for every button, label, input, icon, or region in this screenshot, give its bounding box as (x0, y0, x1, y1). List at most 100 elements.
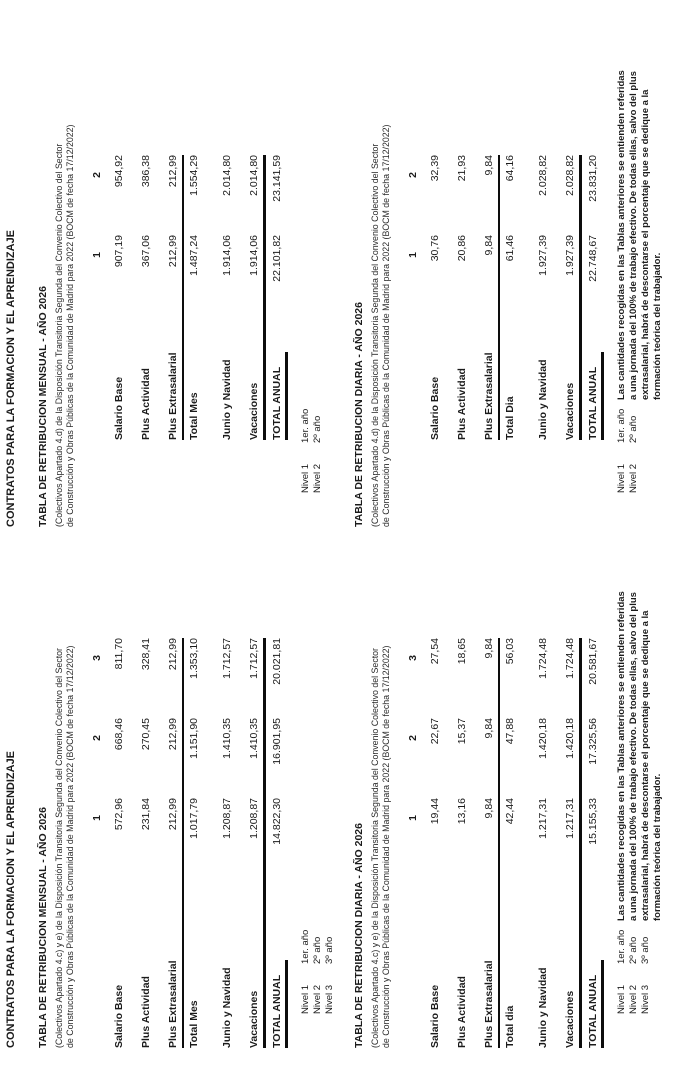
column-header: 1 (407, 252, 419, 258)
row-label: Vacaciones (248, 382, 260, 440)
column-header: 2 (91, 172, 103, 178)
level-note-year: 2º año (312, 936, 323, 964)
table-title: TABLA DE RETRIBUCION MENSUAL - AÑO 2026 (37, 286, 49, 527)
row-value: 20.581,67 (587, 638, 599, 685)
row-label: Total Mes (188, 1000, 200, 1048)
column-header: 2 (91, 735, 103, 741)
row-value: 2.028,82 (537, 155, 549, 196)
level-note-year: 2º año (312, 415, 323, 443)
row-label: Salario Base (429, 984, 441, 1048)
footnote-level-name: Nivel 1 (616, 984, 627, 1014)
level-note-name: Nivel 2 (312, 463, 323, 493)
row-value: 1.353,10 (188, 638, 200, 679)
row-label: Salario Base (429, 376, 441, 440)
footnote-level-name: Nivel 3 (640, 984, 651, 1014)
footnote-paragraph-line: extrasalarial, habrá de descontarse el p… (640, 89, 651, 400)
row-label: Total dia (504, 1005, 516, 1048)
level-note-name: Nivel 2 (312, 984, 323, 1014)
column-header: 1 (407, 815, 419, 821)
row-value: 811,70 (113, 638, 125, 670)
row-value: 21,93 (456, 155, 468, 182)
column-header: 2 (407, 172, 419, 178)
total-label-underline (601, 352, 604, 440)
row-value: 2.014,80 (221, 155, 233, 196)
column-header: 3 (91, 655, 103, 661)
row-value: 1.724,48 (537, 638, 549, 679)
table-title: TABLA DE RETRIBUCION DIARIA - AÑO 2026 (353, 302, 365, 527)
row-value: 32,39 (429, 155, 441, 182)
footnote-paragraph-line: Las cantidades recogidas en las Tablas a… (616, 591, 627, 921)
row-value: 2.028,82 (564, 155, 576, 196)
level-note-name: Nivel 3 (324, 984, 335, 1014)
table-rule-thick (579, 155, 582, 440)
row-value: 23.141,59 (271, 155, 283, 202)
footnote-level-year: 1er. año (616, 408, 627, 443)
row-label: Vacaciones (248, 990, 260, 1048)
row-label: Junio y Navidad (221, 359, 233, 440)
total-label-underline (601, 960, 604, 1048)
row-value: 56,03 (504, 638, 516, 665)
row-value: 9,84 (483, 638, 495, 659)
table-title: TABLA DE RETRIBUCION DIARIA - AÑO 2026 (353, 823, 365, 1048)
footnote-level-name: Nivel 1 (616, 463, 627, 493)
row-label: Plus Extrasalarial (167, 352, 179, 440)
row-label: TOTAL ANUAL (587, 974, 599, 1048)
row-label: Plus Actividad (456, 368, 468, 440)
row-label: Vacaciones (564, 382, 576, 440)
table-subtitle-line2: de Construcción y Obras Públicas de la C… (381, 645, 391, 1048)
footnote-paragraph-line: formación teórica del trabajador. (652, 773, 663, 921)
table-rule-thick (263, 155, 266, 440)
row-label: Junio y Navidad (221, 967, 233, 1048)
row-value: 20.021,81 (271, 638, 283, 685)
footnote-paragraph-line: a una jornada del 100% de trabajo efecti… (628, 592, 639, 921)
row-value: 9,84 (483, 155, 495, 176)
row-label: TOTAL ANUAL (587, 366, 599, 440)
table-rule-thick (579, 638, 582, 1048)
row-value: 386,38 (140, 155, 152, 188)
row-value: 1.712,57 (248, 638, 260, 679)
row-value: 2.014,80 (248, 155, 260, 196)
row-value: 23.831,20 (587, 155, 599, 202)
row-label: TOTAL ANUAL (271, 974, 283, 1048)
level-note-year: 3º año (324, 936, 335, 964)
table-rule-thin (182, 155, 184, 440)
row-value: 328,41 (140, 638, 152, 671)
row-value: 212,99 (167, 155, 179, 188)
row-value: 1.554,29 (188, 155, 200, 196)
row-label: Salario Base (113, 376, 125, 440)
row-label: Plus Extrasalarial (483, 960, 495, 1048)
column-header: 2 (407, 735, 419, 741)
table-rule-thin (182, 638, 184, 1048)
row-value: 64,16 (504, 155, 516, 182)
table-rule-thin (498, 155, 500, 440)
footnote-level-year: 2º año (628, 415, 639, 443)
row-value: 1.724,48 (564, 638, 576, 679)
row-label: Total Dia (504, 396, 516, 440)
table-subtitle-line2: de Construcción y Obras Públicas de la C… (381, 124, 391, 527)
table-title: TABLA DE RETRIBUCION MENSUAL - AÑO 2026 (37, 807, 49, 1048)
row-value: 212,99 (167, 638, 179, 671)
row-label: TOTAL ANUAL (271, 366, 283, 440)
column-header: 3 (407, 655, 419, 661)
footnote-level-year: 1er. año (616, 929, 627, 964)
level-note-year: 1er. año (300, 408, 311, 443)
row-label: Salario Base (113, 984, 125, 1048)
doc-column-right: CONTRATOS PARA LA FORMACION Y EL APRENDI… (0, 27, 685, 527)
row-label: Junio y Navidad (537, 359, 549, 440)
footnote-level-year: 3º año (640, 936, 651, 964)
table-rule-thin (498, 638, 500, 1048)
row-label: Total Mes (188, 392, 200, 440)
total-label-underline (285, 352, 288, 440)
footnote-paragraph-line: Las cantidades recogidas en las Tablas a… (616, 70, 627, 400)
table-subtitle-line2: de Construcción y Obras Públicas de la C… (65, 124, 75, 527)
row-value: 27,54 (429, 638, 441, 665)
row-value: 18,65 (456, 638, 468, 665)
row-value: 954,92 (113, 155, 125, 188)
row-label: Plus Extrasalarial (483, 352, 495, 440)
row-label: Plus Actividad (140, 368, 152, 440)
footnote-level-name: Nivel 2 (628, 463, 639, 493)
footnote-paragraph-line: a una jornada del 100% de trabajo efecti… (628, 71, 639, 400)
level-note-name: Nivel 1 (300, 463, 311, 493)
